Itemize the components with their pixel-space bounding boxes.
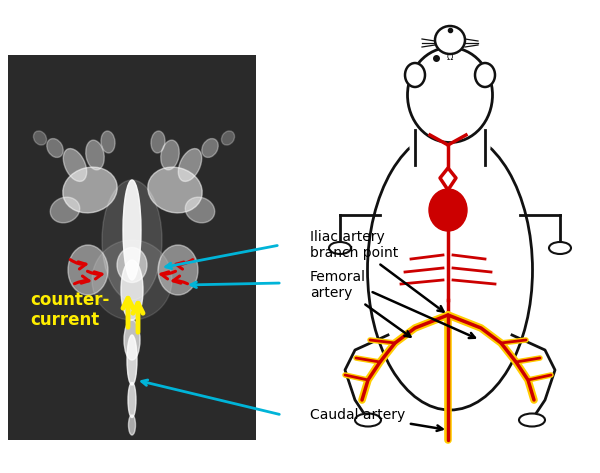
Text: counter-
current: counter- current [30, 291, 109, 329]
Text: Femoral
artery: Femoral artery [310, 270, 410, 337]
Ellipse shape [47, 139, 63, 158]
Ellipse shape [92, 240, 172, 320]
Ellipse shape [407, 47, 493, 142]
Ellipse shape [549, 242, 571, 254]
Ellipse shape [519, 413, 545, 427]
Ellipse shape [34, 131, 47, 145]
Ellipse shape [475, 63, 495, 87]
Ellipse shape [64, 149, 86, 182]
Ellipse shape [178, 149, 202, 182]
Ellipse shape [68, 245, 108, 295]
Ellipse shape [367, 130, 533, 410]
Text: Caudal artery: Caudal artery [310, 408, 443, 431]
Ellipse shape [202, 139, 218, 158]
Ellipse shape [151, 131, 165, 153]
Ellipse shape [128, 415, 136, 435]
Bar [415, 110, 485, 165]
Text: Ω: Ω [447, 53, 453, 62]
Ellipse shape [124, 320, 140, 360]
Ellipse shape [161, 140, 179, 170]
Ellipse shape [435, 26, 465, 54]
Ellipse shape [127, 335, 137, 385]
Ellipse shape [148, 167, 202, 213]
Ellipse shape [102, 180, 162, 300]
Bar [8, 55, 256, 440]
Ellipse shape [50, 197, 80, 223]
Ellipse shape [101, 131, 115, 153]
Ellipse shape [158, 245, 198, 295]
Ellipse shape [221, 131, 235, 145]
Ellipse shape [86, 140, 104, 170]
Ellipse shape [405, 63, 425, 87]
Ellipse shape [329, 242, 351, 254]
Ellipse shape [185, 197, 215, 223]
Ellipse shape [429, 189, 467, 231]
Text: Iliac artery
branch point: Iliac artery branch point [310, 230, 443, 312]
Ellipse shape [128, 383, 136, 418]
Ellipse shape [410, 115, 490, 175]
Ellipse shape [121, 260, 143, 320]
Ellipse shape [355, 413, 381, 427]
Ellipse shape [63, 167, 117, 213]
Ellipse shape [123, 180, 141, 280]
Ellipse shape [117, 247, 147, 282]
